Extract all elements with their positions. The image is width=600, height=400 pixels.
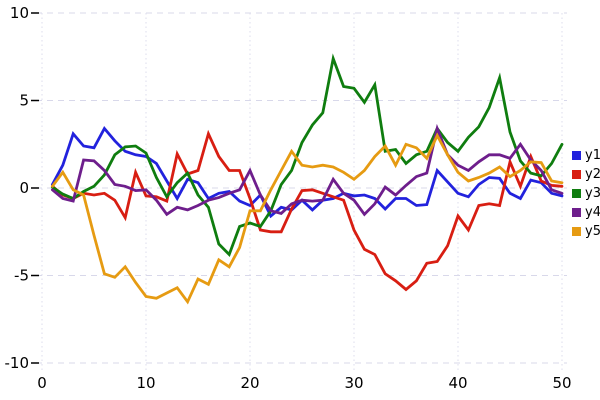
- legend-item-y5: y5: [572, 222, 600, 241]
- legend-label-y5: y5: [585, 224, 600, 239]
- legend-swatch-y3: [572, 189, 581, 198]
- svg-text:50: 50: [552, 374, 571, 392]
- legend-item-y4: y4: [572, 203, 600, 222]
- svg-text:10: 10: [10, 4, 29, 22]
- legend-swatch-y4: [572, 208, 581, 217]
- legend-label-y3: y3: [585, 186, 600, 201]
- svg-text:30: 30: [344, 374, 363, 392]
- svg-text:10: 10: [136, 374, 155, 392]
- legend-swatch-y1: [572, 151, 581, 160]
- legend-swatch-y5: [572, 227, 581, 236]
- legend: y1 y2 y3 y4 y5: [572, 146, 600, 241]
- legend-item-y1: y1: [572, 146, 600, 165]
- svg-text:5: 5: [19, 92, 29, 110]
- legend-label-y2: y2: [585, 167, 600, 182]
- svg-text:-10: -10: [5, 354, 30, 372]
- svg-text:0: 0: [19, 179, 29, 197]
- svg-text:20: 20: [240, 374, 259, 392]
- legend-swatch-y2: [572, 170, 581, 179]
- svg-text:-5: -5: [14, 267, 29, 285]
- legend-item-y3: y3: [572, 184, 600, 203]
- legend-item-y2: y2: [572, 165, 600, 184]
- legend-label-y1: y1: [585, 148, 600, 163]
- svg-text:0: 0: [37, 374, 47, 392]
- legend-label-y4: y4: [585, 205, 600, 220]
- svg-text:40: 40: [448, 374, 467, 392]
